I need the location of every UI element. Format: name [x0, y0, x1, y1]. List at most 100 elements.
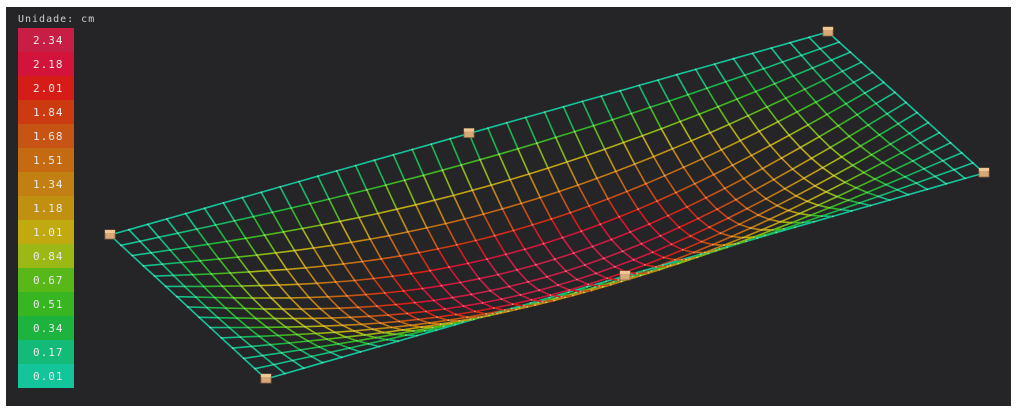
mesh-node	[146, 223, 149, 226]
mesh-line-short	[626, 190, 639, 210]
mesh-line-short	[505, 122, 519, 150]
mesh-line-long	[941, 152, 963, 162]
mesh-line-short	[210, 273, 224, 288]
mesh-node	[501, 208, 504, 210]
mesh-line-long	[433, 194, 455, 201]
mesh-line-long	[418, 248, 439, 254]
mesh-line-long	[581, 95, 603, 103]
mesh-node	[817, 204, 820, 207]
mesh-node	[908, 132, 911, 135]
mesh-node	[849, 51, 852, 53]
mesh-node	[472, 318, 475, 321]
mesh-line-long	[161, 261, 182, 266]
support-box-icon[interactable]	[463, 128, 475, 138]
mesh-line-short	[364, 293, 378, 308]
mesh-line-short	[590, 286, 604, 292]
mesh-node	[267, 269, 269, 272]
mesh-line-short	[546, 275, 559, 286]
mesh-line-short	[218, 258, 231, 274]
mesh-node	[719, 232, 722, 235]
mesh-node	[358, 216, 360, 219]
mesh-node	[626, 190, 628, 193]
mesh-node	[802, 177, 805, 180]
mesh-node	[528, 173, 530, 175]
mesh-line-long	[671, 140, 693, 150]
mesh-node	[243, 307, 246, 310]
mesh-node	[609, 283, 612, 286]
legend-swatch	[18, 124, 74, 148]
mesh-node	[847, 199, 850, 202]
mesh-line-short	[845, 103, 858, 116]
mesh-line-long	[258, 334, 279, 338]
mesh-line-long	[565, 264, 586, 272]
support-box-icon[interactable]	[104, 229, 116, 240]
mesh-node	[575, 291, 577, 294]
mesh-line-long	[750, 144, 772, 157]
mesh-line-short	[908, 132, 922, 144]
mesh-line-short	[791, 168, 805, 180]
mesh-line-long	[467, 258, 488, 265]
mesh-node	[784, 97, 787, 100]
mesh-line-short	[298, 180, 311, 205]
mesh-node	[728, 123, 731, 126]
mesh-line-short	[607, 198, 621, 218]
mesh-line-long	[203, 202, 225, 210]
mesh-line-short	[417, 318, 431, 324]
mesh-line-long	[206, 306, 227, 309]
mesh-node	[666, 265, 669, 268]
support-box-icon[interactable]	[822, 26, 834, 37]
mesh-line-short	[741, 236, 755, 239]
mesh-line-short	[424, 329, 437, 332]
mesh-line-short	[263, 234, 277, 254]
mesh-node	[649, 106, 652, 109]
mesh-line-long	[279, 180, 300, 188]
mesh-line-short	[569, 211, 583, 232]
mesh-node	[184, 212, 187, 215]
mesh-line-long	[131, 252, 152, 257]
mesh-line-long	[409, 322, 431, 327]
mesh-line-long	[717, 98, 738, 108]
mesh-line-short	[609, 280, 623, 286]
mesh-node	[417, 318, 419, 321]
mesh-node	[781, 61, 784, 63]
mesh-line-short	[290, 207, 304, 230]
mesh-node	[516, 269, 518, 271]
mesh-node	[266, 326, 268, 329]
mesh-node	[972, 162, 974, 164]
mesh-node	[907, 193, 910, 196]
mesh-line-short	[489, 289, 503, 300]
mesh-node	[218, 258, 220, 260]
mesh-node	[496, 312, 498, 315]
support-box-icon[interactable]	[619, 270, 631, 281]
support-box-icon[interactable]	[260, 373, 272, 384]
mesh-line-short	[240, 285, 254, 299]
legend-item: 2.01	[18, 76, 74, 100]
mesh-line-short	[696, 252, 710, 258]
mesh-node	[845, 102, 847, 105]
mesh-node	[927, 121, 930, 124]
mesh-node	[326, 338, 328, 341]
support-box-icon[interactable]	[978, 167, 990, 178]
mesh-node	[783, 228, 785, 230]
mesh-node	[413, 301, 416, 304]
mesh-line-short	[327, 295, 341, 310]
mesh-node	[345, 336, 347, 338]
mesh-line-long	[288, 340, 310, 344]
mesh-line-short	[406, 312, 419, 321]
mesh-line-short	[566, 161, 579, 186]
mesh-line-short	[310, 355, 324, 364]
mesh-node	[826, 113, 828, 116]
mesh-line-long	[622, 134, 644, 144]
mesh-node	[455, 313, 457, 316]
mesh-node	[726, 246, 729, 249]
mesh-node	[790, 221, 793, 224]
mesh-line-short	[236, 317, 249, 329]
viewport[interactable]: Unidade: cm 2.34 2.18 2.01 1.84 1.68 1.51 1.34…	[6, 7, 1011, 406]
mesh-line-short	[783, 226, 796, 230]
mesh-line-short	[554, 136, 568, 163]
mesh-node	[504, 253, 507, 256]
mesh-node	[838, 41, 840, 43]
mesh-node	[839, 208, 842, 211]
mesh-line-short	[403, 179, 417, 206]
mesh-node	[599, 223, 602, 226]
